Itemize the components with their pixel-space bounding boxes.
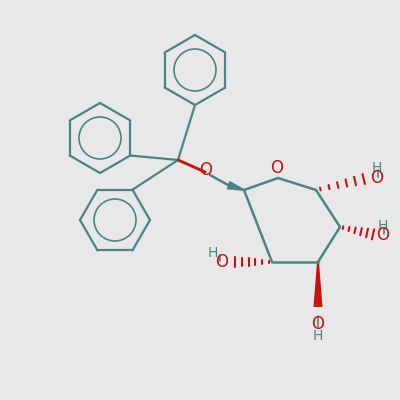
Text: O: O: [200, 161, 212, 179]
Text: H: H: [313, 329, 323, 343]
Polygon shape: [314, 262, 322, 307]
Text: H: H: [378, 219, 388, 233]
Text: H: H: [208, 246, 218, 260]
Text: O: O: [215, 253, 228, 271]
Text: O: O: [312, 315, 324, 333]
Text: O: O: [370, 169, 383, 187]
Text: O: O: [376, 226, 389, 244]
Text: O: O: [270, 159, 284, 177]
Text: H: H: [372, 161, 382, 175]
Polygon shape: [227, 181, 244, 191]
